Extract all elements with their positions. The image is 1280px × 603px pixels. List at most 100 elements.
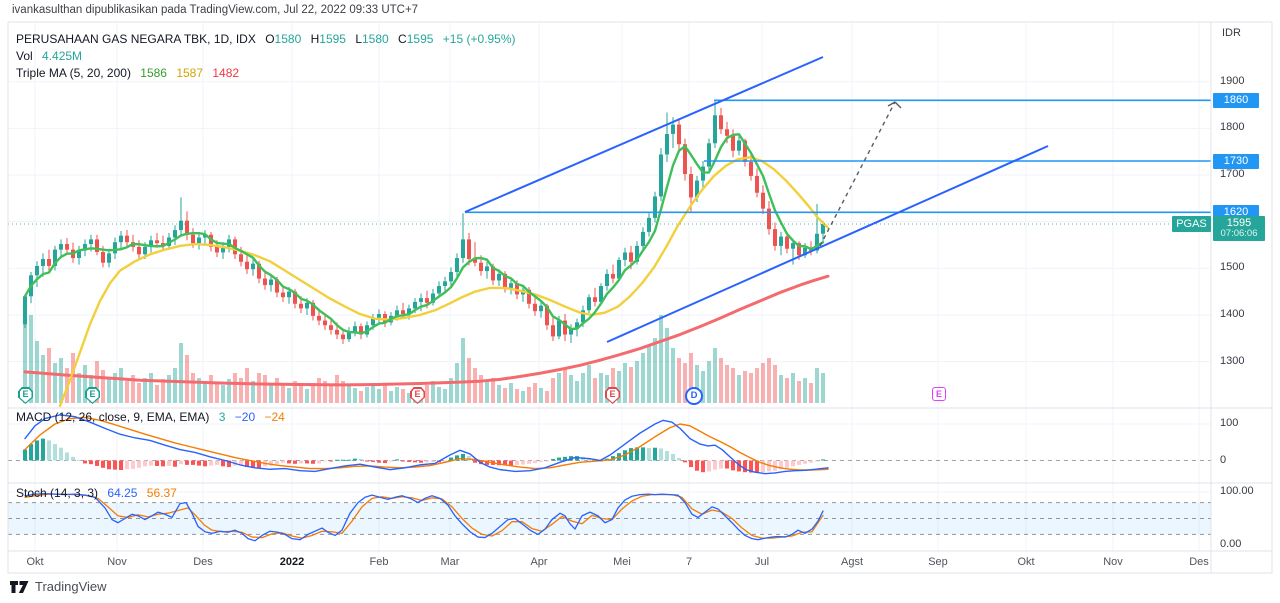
candle-body <box>311 302 315 316</box>
macd-hist-bar <box>227 460 231 468</box>
marker-letter: E <box>414 389 421 399</box>
volume-bar <box>53 363 57 403</box>
candle-body <box>101 251 105 263</box>
volume-bar <box>485 381 489 403</box>
macd-hist-bar <box>719 460 723 469</box>
symbol-legend-row[interactable]: PERUSAHAAN GAS NEGARA TBK, 1D, IDX O1580… <box>16 32 515 46</box>
macd-hist-bar <box>161 460 165 467</box>
volume-bar <box>197 378 201 403</box>
triple-ma-label: Triple MA (5, 20, 200) <box>16 66 131 80</box>
macd-hist-bar <box>791 460 795 467</box>
marker-shield-icon <box>410 387 425 404</box>
macd-hist-bar <box>119 460 123 470</box>
time-tick-Nov[interactable]: Nov <box>1103 556 1123 568</box>
candle-body <box>323 320 327 326</box>
candle-body <box>377 314 381 318</box>
time-tick-Feb[interactable]: Feb <box>369 556 389 568</box>
macd-hist-bar <box>347 459 351 461</box>
candle-body <box>275 279 279 293</box>
channel-lower-line[interactable] <box>606 145 1049 343</box>
time-tick-Apr[interactable]: Apr <box>530 556 548 568</box>
candle-body <box>689 174 693 198</box>
candle-body <box>155 240 159 244</box>
candle-body <box>659 154 663 197</box>
macd-hist-bar <box>707 460 711 472</box>
volume-bar <box>527 387 531 403</box>
macd-hist-bar <box>701 460 705 473</box>
event-marker-E[interactable]: E <box>410 387 425 404</box>
time-tick-Des[interactable]: Des <box>193 556 213 568</box>
last-price-value: 1595 <box>1226 216 1252 229</box>
macd-hist-bar <box>359 459 363 461</box>
projection-arrow-line[interactable] <box>819 101 896 247</box>
time-tick-Okt[interactable]: Okt <box>26 556 44 568</box>
candle-body <box>47 258 51 266</box>
volume-bar <box>689 353 693 403</box>
last-price-badge[interactable]: 1595 07:06:06 <box>1213 215 1265 241</box>
time-tick-Mar[interactable]: Mar <box>440 556 460 568</box>
volume-bar <box>635 361 639 403</box>
time-tick-7[interactable]: 7 <box>685 556 693 568</box>
tradingview-footer[interactable]: TradingView <box>10 579 107 594</box>
volume-bar <box>821 373 825 403</box>
stoch-k-value: 64.25 <box>107 486 138 500</box>
volume-bar <box>179 343 183 403</box>
volume-bar <box>329 385 333 403</box>
volume-bar <box>773 365 777 403</box>
level-badge-1730[interactable]: 1730 <box>1213 153 1259 169</box>
level-badge-1860[interactable]: 1860 <box>1213 92 1259 108</box>
time-tick-2022[interactable]: 2022 <box>279 556 305 568</box>
symbol-price-flag[interactable]: PGAS <box>1172 215 1211 232</box>
time-tick-Mei[interactable]: Mei <box>613 556 631 568</box>
volume-bar <box>203 381 207 403</box>
candle-body <box>797 243 801 256</box>
event-marker-E[interactable]: E <box>85 387 100 404</box>
macd-hist-bar <box>395 459 399 461</box>
event-marker-D[interactable]: D <box>685 387 703 405</box>
volume-bar <box>731 368 735 403</box>
candle-body <box>293 291 297 304</box>
candle-body <box>785 236 789 249</box>
candle-body <box>221 246 225 253</box>
volume-bar <box>377 389 381 403</box>
macd-hist-bar <box>239 460 243 466</box>
stoch-legend-row[interactable]: Stoch (14, 3, 3) 64.25 56.37 <box>16 486 177 500</box>
ohlc-change: +15 (+0.95%) <box>442 32 516 46</box>
macd-hist-bar <box>107 460 111 470</box>
volume-bar <box>479 375 483 403</box>
volume-bar <box>269 383 273 403</box>
macd-hist-bar <box>539 460 543 462</box>
time-tick-Jul[interactable]: Jul <box>754 556 770 568</box>
marker-shield-bg <box>606 388 619 403</box>
candle-body <box>335 329 339 335</box>
time-tick-Okt[interactable]: Okt <box>1017 556 1035 568</box>
time-tick-Sep[interactable]: Sep <box>928 556 948 568</box>
macd-hist-bar <box>815 460 819 462</box>
channel-upper-line[interactable] <box>464 56 824 213</box>
stoch-k-line <box>24 492 824 542</box>
volume-legend-row[interactable]: Vol 4.425M <box>16 49 82 63</box>
bar-countdown: 07:06:06 <box>1220 227 1258 239</box>
time-tick-Des[interactable]: Des <box>1189 556 1209 568</box>
candle-body <box>353 326 357 332</box>
macd-hist-bar <box>35 440 39 461</box>
candle-body <box>287 291 291 298</box>
candle-body <box>455 258 459 273</box>
time-tick-Agst[interactable]: Agst <box>840 556 864 568</box>
volume-bar <box>653 338 657 403</box>
volume-bar <box>41 355 45 403</box>
candle-body <box>173 230 177 238</box>
event-marker-E[interactable]: E <box>605 387 620 404</box>
marker-letter: E <box>609 389 616 399</box>
triple-ma-legend-row[interactable]: Triple MA (5, 20, 200) 1586 1587 1482 <box>16 66 239 80</box>
event-marker-E[interactable]: E <box>932 387 946 401</box>
macd-legend-row[interactable]: MACD (12, 26, close, 9, EMA, EMA) 3 −20 … <box>16 410 285 424</box>
macd-hist-bar <box>41 438 45 461</box>
time-tick-Nov[interactable]: Nov <box>107 556 127 568</box>
candle-body <box>473 258 477 263</box>
volume-bar <box>245 368 249 403</box>
event-marker-E[interactable]: E <box>18 387 33 404</box>
macd-hist-bar <box>179 460 183 465</box>
volume-bar <box>71 353 75 403</box>
